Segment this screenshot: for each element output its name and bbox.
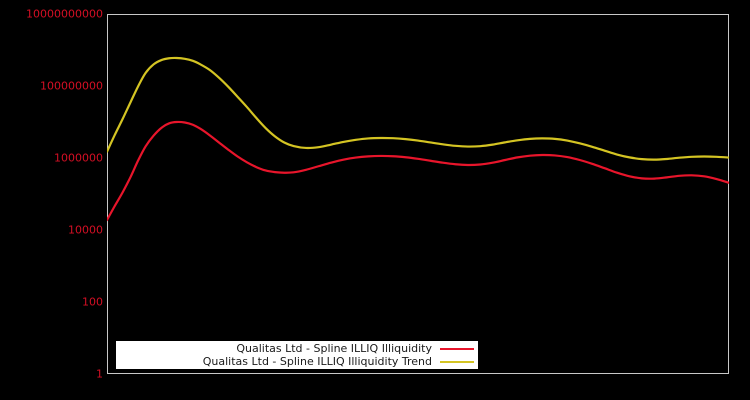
y-axis-tick-label: 1	[96, 367, 103, 381]
legend-swatch-illiquidity	[440, 347, 474, 350]
legend-swatch-illiquidity-trend	[440, 360, 474, 363]
y-axis-tick-label: 10000	[68, 223, 103, 237]
chart-legend: Qualitas Ltd - Spline ILLIQ Illiquidity …	[116, 341, 478, 369]
y-axis-tick-label: 1000000	[54, 151, 103, 165]
plot-frame	[107, 14, 729, 374]
y-axis-tick-label: 100	[82, 295, 103, 309]
legend-label: Qualitas Ltd - Spline ILLIQ Illiquidity …	[202, 355, 432, 368]
legend-label: Qualitas Ltd - Spline ILLIQ Illiquidity	[236, 342, 432, 355]
legend-item-illiquidity[interactable]: Qualitas Ltd - Spline ILLIQ Illiquidity	[116, 342, 478, 355]
y-axis-tick-label: 10000000000	[26, 7, 103, 21]
chart-data-layer	[107, 56, 729, 222]
series-line-illiquidity	[107, 120, 729, 222]
y-axis-tick-label: 100000000	[40, 79, 103, 93]
y-axis-tick-labels: 1 100 10000 1000000 100000000 10000000000	[0, 0, 103, 400]
legend-item-illiquidity-trend[interactable]: Qualitas Ltd - Spline ILLIQ Illiquidity …	[116, 355, 478, 368]
series-line-illiquidity-trend	[107, 56, 729, 161]
